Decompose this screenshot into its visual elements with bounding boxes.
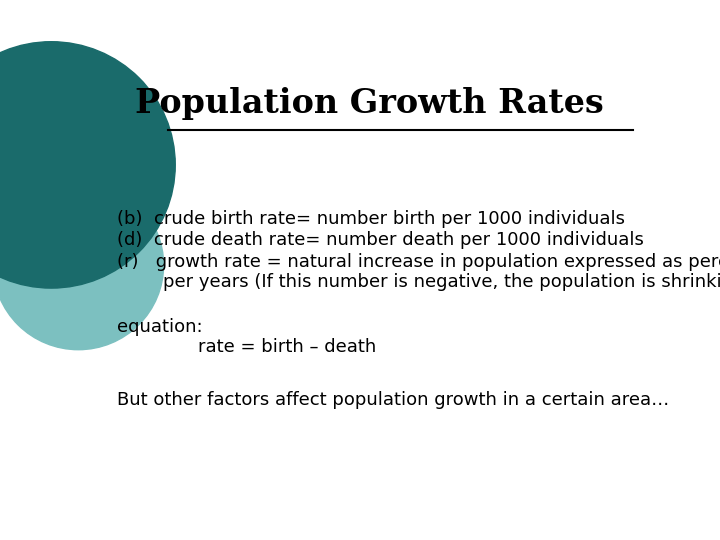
Text: But other factors affect population growth in a certain area…: But other factors affect population grow… [117,391,670,409]
Text: per years (If this number is negative, the population is shrinking.): per years (If this number is negative, t… [117,273,720,291]
Text: rate = birth – death: rate = birth – death [199,338,377,356]
Circle shape [0,180,163,350]
Text: equation:: equation: [117,318,203,335]
Text: (r)   growth rate = natural increase in population expressed as percent: (r) growth rate = natural increase in po… [117,253,720,271]
Circle shape [0,42,175,288]
Text: (b)  crude birth rate= number birth per 1000 individuals: (b) crude birth rate= number birth per 1… [117,210,625,228]
Text: Population Growth Rates: Population Growth Rates [135,87,603,120]
Text: (d)  crude death rate= number death per 1000 individuals: (d) crude death rate= number death per 1… [117,231,644,249]
